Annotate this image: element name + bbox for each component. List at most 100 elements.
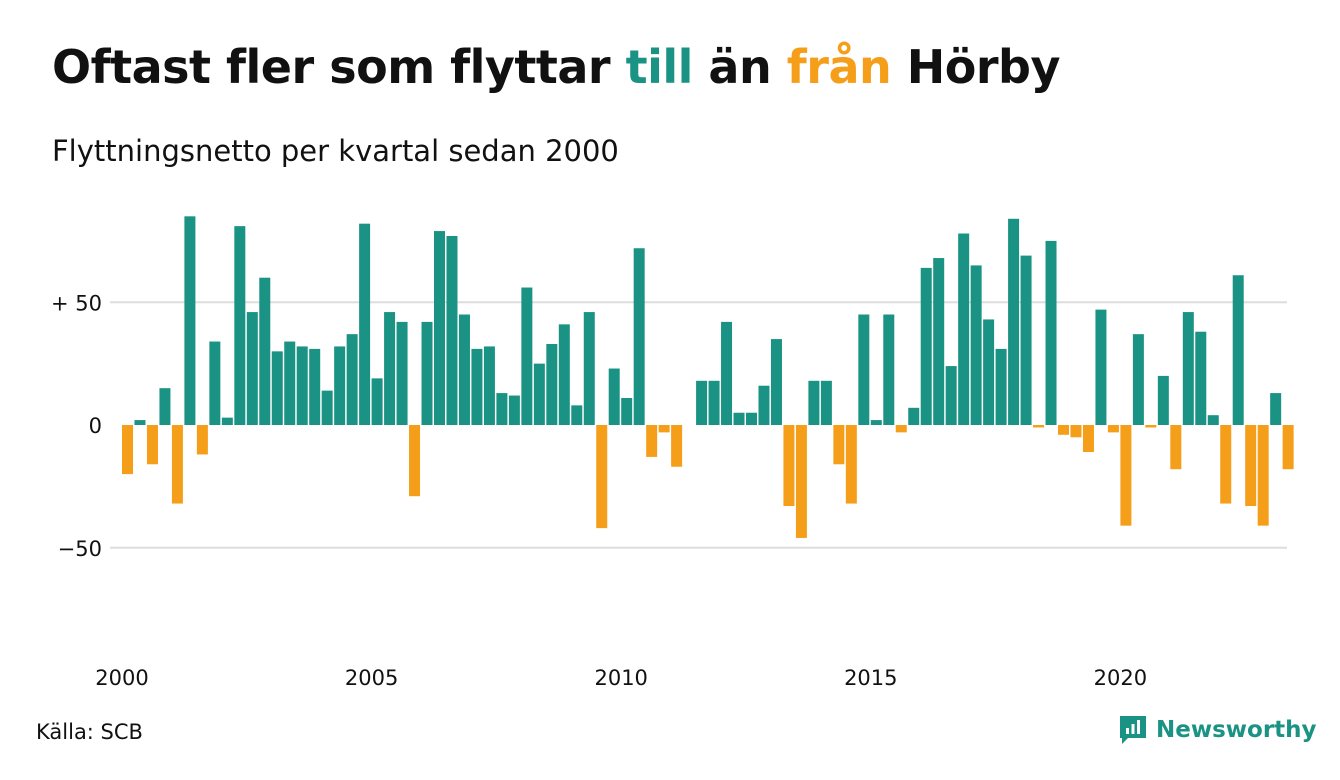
- bar: [271, 351, 283, 425]
- bar: [995, 348, 1007, 425]
- bar: [945, 366, 957, 425]
- bar: [1257, 425, 1269, 526]
- bar: [458, 314, 470, 425]
- bar: [958, 233, 970, 425]
- title-part1: Oftast fler som flyttar: [52, 40, 626, 94]
- x-tick-label: 2020: [1094, 666, 1147, 690]
- bar: [808, 380, 820, 425]
- bar: [746, 412, 757, 426]
- chart-subtitle: Flyttningsnetto per kvartal sedan 2000: [52, 134, 619, 168]
- bar: [1170, 425, 1182, 470]
- bar: [671, 425, 683, 467]
- bar: [209, 341, 221, 425]
- y-tick-label: −50: [58, 537, 102, 561]
- bar: [1220, 425, 1232, 504]
- bar: [446, 235, 458, 425]
- bar: [296, 346, 308, 425]
- bar: [1245, 425, 1257, 507]
- bar: [1270, 393, 1282, 425]
- y-axis-labels: + 50 0 −50: [51, 291, 102, 561]
- bar: [546, 343, 558, 426]
- bar: [146, 425, 158, 465]
- bar: [1195, 331, 1207, 425]
- bar: [633, 248, 645, 425]
- bar: [496, 393, 508, 425]
- bar: [1008, 218, 1020, 425]
- brand-name: Newsworthy: [1156, 717, 1317, 743]
- bar: [833, 425, 845, 465]
- bar: [970, 265, 982, 425]
- bar: [696, 380, 708, 425]
- bar: [858, 314, 870, 425]
- title-part3: Hörby: [891, 40, 1061, 94]
- bar: [171, 425, 183, 504]
- bar: [895, 425, 907, 433]
- title-part2: än: [692, 40, 787, 94]
- brand-logo: Newsworthy: [1118, 714, 1317, 746]
- bar: [1070, 425, 1082, 438]
- bar: [234, 226, 246, 425]
- bar: [783, 425, 795, 507]
- y-tick-label: + 50: [51, 291, 102, 315]
- bar: [908, 407, 920, 425]
- bar: [983, 319, 995, 425]
- bar: [646, 425, 658, 457]
- bar: [1045, 240, 1057, 426]
- bar: [533, 363, 545, 426]
- bar: [359, 223, 371, 425]
- bar: [758, 385, 770, 425]
- bar: [1232, 275, 1244, 425]
- bar: [1282, 425, 1294, 470]
- bar: [920, 267, 932, 425]
- x-tick-label: 2000: [95, 666, 148, 690]
- bar: [371, 378, 383, 426]
- title-highlight-to: till: [625, 40, 694, 94]
- bar: [434, 231, 445, 425]
- bar: [196, 425, 208, 455]
- bar: [1207, 415, 1219, 425]
- x-axis-labels: 2000 2005 2010 2015 2020: [95, 666, 1147, 690]
- bar: [770, 339, 782, 425]
- bar: [334, 346, 346, 425]
- bar: [733, 412, 745, 426]
- bar: [1120, 425, 1132, 526]
- newsworthy-logo-icon: [1120, 716, 1146, 744]
- gridlines: [110, 301, 1287, 549]
- bar: [284, 341, 296, 425]
- bar: [1182, 312, 1194, 425]
- bar: [409, 425, 421, 497]
- bar: [483, 346, 495, 425]
- bar: [396, 321, 408, 425]
- bar: [621, 398, 633, 426]
- bar: [708, 380, 720, 425]
- bar: [471, 348, 483, 425]
- bar: [321, 390, 333, 425]
- bar: [221, 417, 233, 425]
- bar: [122, 425, 133, 475]
- source-note: Källa: SCB: [36, 720, 143, 744]
- bar: [184, 216, 196, 425]
- bar: [521, 287, 533, 425]
- bar: [558, 324, 570, 426]
- bar: [346, 334, 358, 425]
- bar: [608, 368, 620, 425]
- bar: [883, 314, 895, 425]
- bar: [820, 380, 832, 425]
- bar: [1095, 309, 1107, 426]
- bar: [384, 312, 396, 425]
- bar: [870, 420, 882, 425]
- chart-title: Oftast fler som flyttar till än från Hör…: [52, 40, 1060, 94]
- bar: [1058, 425, 1069, 435]
- bar: [1020, 255, 1032, 425]
- bar: [1107, 425, 1119, 433]
- bars: [122, 216, 1294, 538]
- bar: [1082, 425, 1094, 453]
- bar: [159, 388, 171, 426]
- bar: [933, 258, 945, 425]
- bar-chart: + 50 0 −50 2000 2005 2010 2015 2020: [51, 216, 1294, 690]
- title-highlight-from: från: [786, 40, 892, 94]
- bar: [1033, 425, 1045, 428]
- bar: [1145, 425, 1157, 428]
- bar: [583, 312, 595, 425]
- bar: [596, 425, 608, 529]
